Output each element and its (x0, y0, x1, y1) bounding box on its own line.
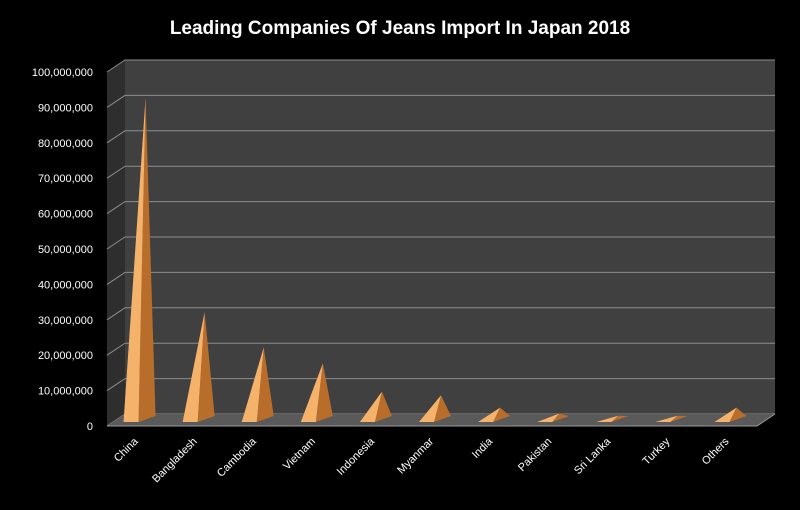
plot-floor (107, 413, 776, 427)
bar (478, 407, 511, 422)
bar-front-face (655, 415, 678, 422)
bar-front-face (300, 363, 323, 422)
gridline (106, 130, 775, 144)
bar-side-face (374, 391, 392, 422)
bar (300, 363, 333, 422)
gridline (106, 59, 775, 73)
y-tick-label: 100,000,000 (32, 67, 93, 79)
bar-front-face (714, 407, 737, 422)
bar (714, 407, 747, 422)
chart-title: Leading Companies Of Jeans Import In Jap… (170, 18, 630, 39)
bar-side-face (256, 347, 274, 422)
bar-side-face (552, 413, 570, 422)
gridline (106, 342, 775, 356)
y-tick-label: 80,000,000 (38, 138, 93, 150)
y-tick-label: 40,000,000 (38, 279, 93, 291)
bar-side-face (197, 312, 215, 422)
bar (359, 391, 392, 422)
x-tick-label: Turkey (641, 435, 673, 467)
bar-side-face (670, 415, 688, 422)
bar (419, 395, 451, 422)
bar (537, 413, 570, 422)
bar-front-face (478, 407, 501, 422)
gridline (106, 307, 775, 321)
floor-edge (107, 413, 776, 427)
y-tick-label: 0 (87, 421, 93, 433)
bar (241, 347, 274, 422)
y-tick-label: 50,000,000 (38, 244, 93, 256)
gridline (106, 201, 775, 215)
bar (655, 415, 688, 422)
gridline (106, 378, 775, 392)
bar-front-face (419, 395, 441, 422)
y-tick-label: 70,000,000 (38, 173, 93, 185)
x-tick-label: Others (700, 435, 732, 467)
bar-series (123, 97, 747, 423)
x-tick-label: Myanmar (395, 435, 436, 476)
x-tick-label: India (470, 435, 496, 461)
y-tick-label: 20,000,000 (38, 350, 93, 362)
x-tick-label: Indonesia (335, 435, 378, 478)
gridline (106, 271, 775, 285)
x-tick-label: China (112, 435, 141, 464)
floor-top (107, 414, 775, 426)
x-tick-label: Vietnam (281, 436, 318, 473)
bar (596, 415, 629, 422)
gridline (106, 165, 775, 179)
x-tick-label: Bangladesh (150, 436, 200, 486)
x-tick-label: Cambodia (215, 435, 260, 480)
bar-front-face (241, 347, 264, 422)
bar-side-face (315, 363, 333, 422)
x-tick-label: Pakistan (516, 436, 554, 474)
gridline (106, 94, 775, 108)
bar-side-face (611, 415, 629, 422)
bar-front-face (123, 97, 146, 423)
bar-front-face (359, 391, 382, 422)
y-tick-label: 90,000,000 (38, 102, 93, 114)
bar-front-face (537, 413, 560, 422)
bar (182, 312, 215, 422)
x-tick-label: Sri Lanka (572, 435, 614, 477)
gridline (106, 236, 775, 250)
bar-front-face (596, 415, 619, 422)
bar-side-face (434, 395, 451, 422)
y-tick-label: 30,000,000 (38, 315, 93, 327)
y-axis-tick-labels: 0 10,000,000 20,000,000 30,000,000 40,000,00… (32, 67, 93, 433)
y-tick-label: 10,000,000 (38, 386, 93, 398)
x-axis-tick-labels: China Bangladesh Cambodia Vietnam Indonesia M… (112, 435, 732, 485)
bar-side-face (493, 407, 511, 422)
y-tick-label: 60,000,000 (38, 209, 93, 221)
bar-side-face (138, 97, 156, 423)
bar (123, 97, 156, 423)
bar-front-face (182, 312, 205, 422)
bar-side-face (729, 407, 747, 422)
